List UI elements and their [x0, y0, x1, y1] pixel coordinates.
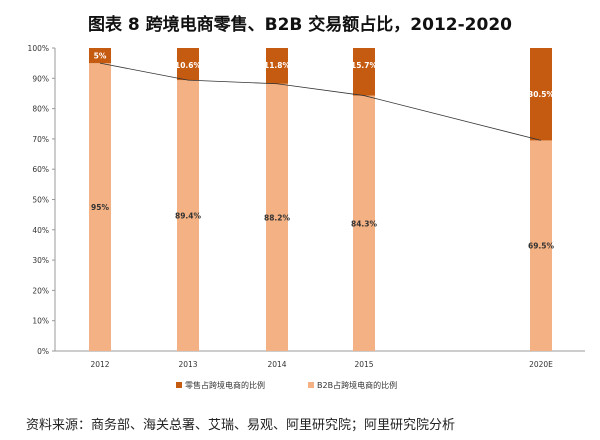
data-label-b2b: 88.2%	[264, 213, 291, 222]
source-note: 资料来源：商务部、海关总署、艾瑞、易观、阿里研究院；阿里研究院分析	[26, 418, 456, 433]
data-label-b2b: 69.5%	[528, 242, 555, 251]
bar-retail	[530, 48, 552, 141]
data-label-retail: 11.8%	[264, 61, 291, 70]
y-tick-label: 20%	[32, 286, 49, 295]
bar-retail	[89, 48, 111, 64]
trend-line	[99, 62, 542, 141]
bar-retail	[177, 48, 199, 81]
legend-label: 零售占跨境电商的比例	[185, 380, 265, 390]
bar-retail	[266, 48, 288, 84]
y-tick-label: 50%	[32, 196, 49, 205]
y-tick-label: 30%	[32, 256, 49, 265]
y-tick-label: 90%	[32, 74, 49, 83]
data-label-retail: 15.7%	[351, 61, 378, 70]
stacked-bar-chart: 0% 10% 20% 30% 40% 50% 60% 70% 80% 90% 100% 95% 5% 20…	[28, 44, 585, 390]
y-tick-label: 10%	[32, 317, 49, 326]
x-tick-label: 2014	[267, 360, 286, 369]
data-label-b2b: 84.3%	[351, 219, 378, 228]
bar-b2b	[177, 80, 199, 352]
bar-b2b	[266, 83, 288, 351]
legend-swatch	[308, 382, 314, 388]
bar-retail	[353, 48, 375, 96]
y-tick-label: 80%	[32, 105, 49, 114]
data-label-b2b: 89.4%	[175, 212, 202, 221]
bar-b2b	[530, 140, 552, 351]
x-tick-label: 2012	[90, 360, 109, 369]
y-tick-label: 70%	[32, 135, 49, 144]
data-label-retail: 5%	[94, 52, 107, 61]
y-tick-label: 60%	[32, 165, 49, 174]
data-label-retail: 10.6%	[175, 61, 202, 70]
y-tick-label: 100%	[28, 44, 49, 53]
bar-b2b	[353, 95, 375, 351]
chart-title: 图表 8 跨境电商零售、B2B 交易额占比，2012-2020	[87, 15, 512, 35]
y-tick-label: 40%	[32, 226, 49, 235]
x-tick-label: 2013	[178, 360, 197, 369]
legend-label: B2B占跨境电商的比例	[317, 380, 397, 390]
data-label-retail: 30.5%	[528, 90, 555, 99]
data-label-b2b: 95%	[91, 203, 109, 212]
x-tick-label: 2020E	[529, 360, 553, 369]
bar-b2b	[89, 63, 111, 352]
y-tick-label: 0%	[37, 347, 49, 356]
legend-swatch	[176, 382, 182, 388]
x-tick-label: 2015	[354, 360, 373, 369]
